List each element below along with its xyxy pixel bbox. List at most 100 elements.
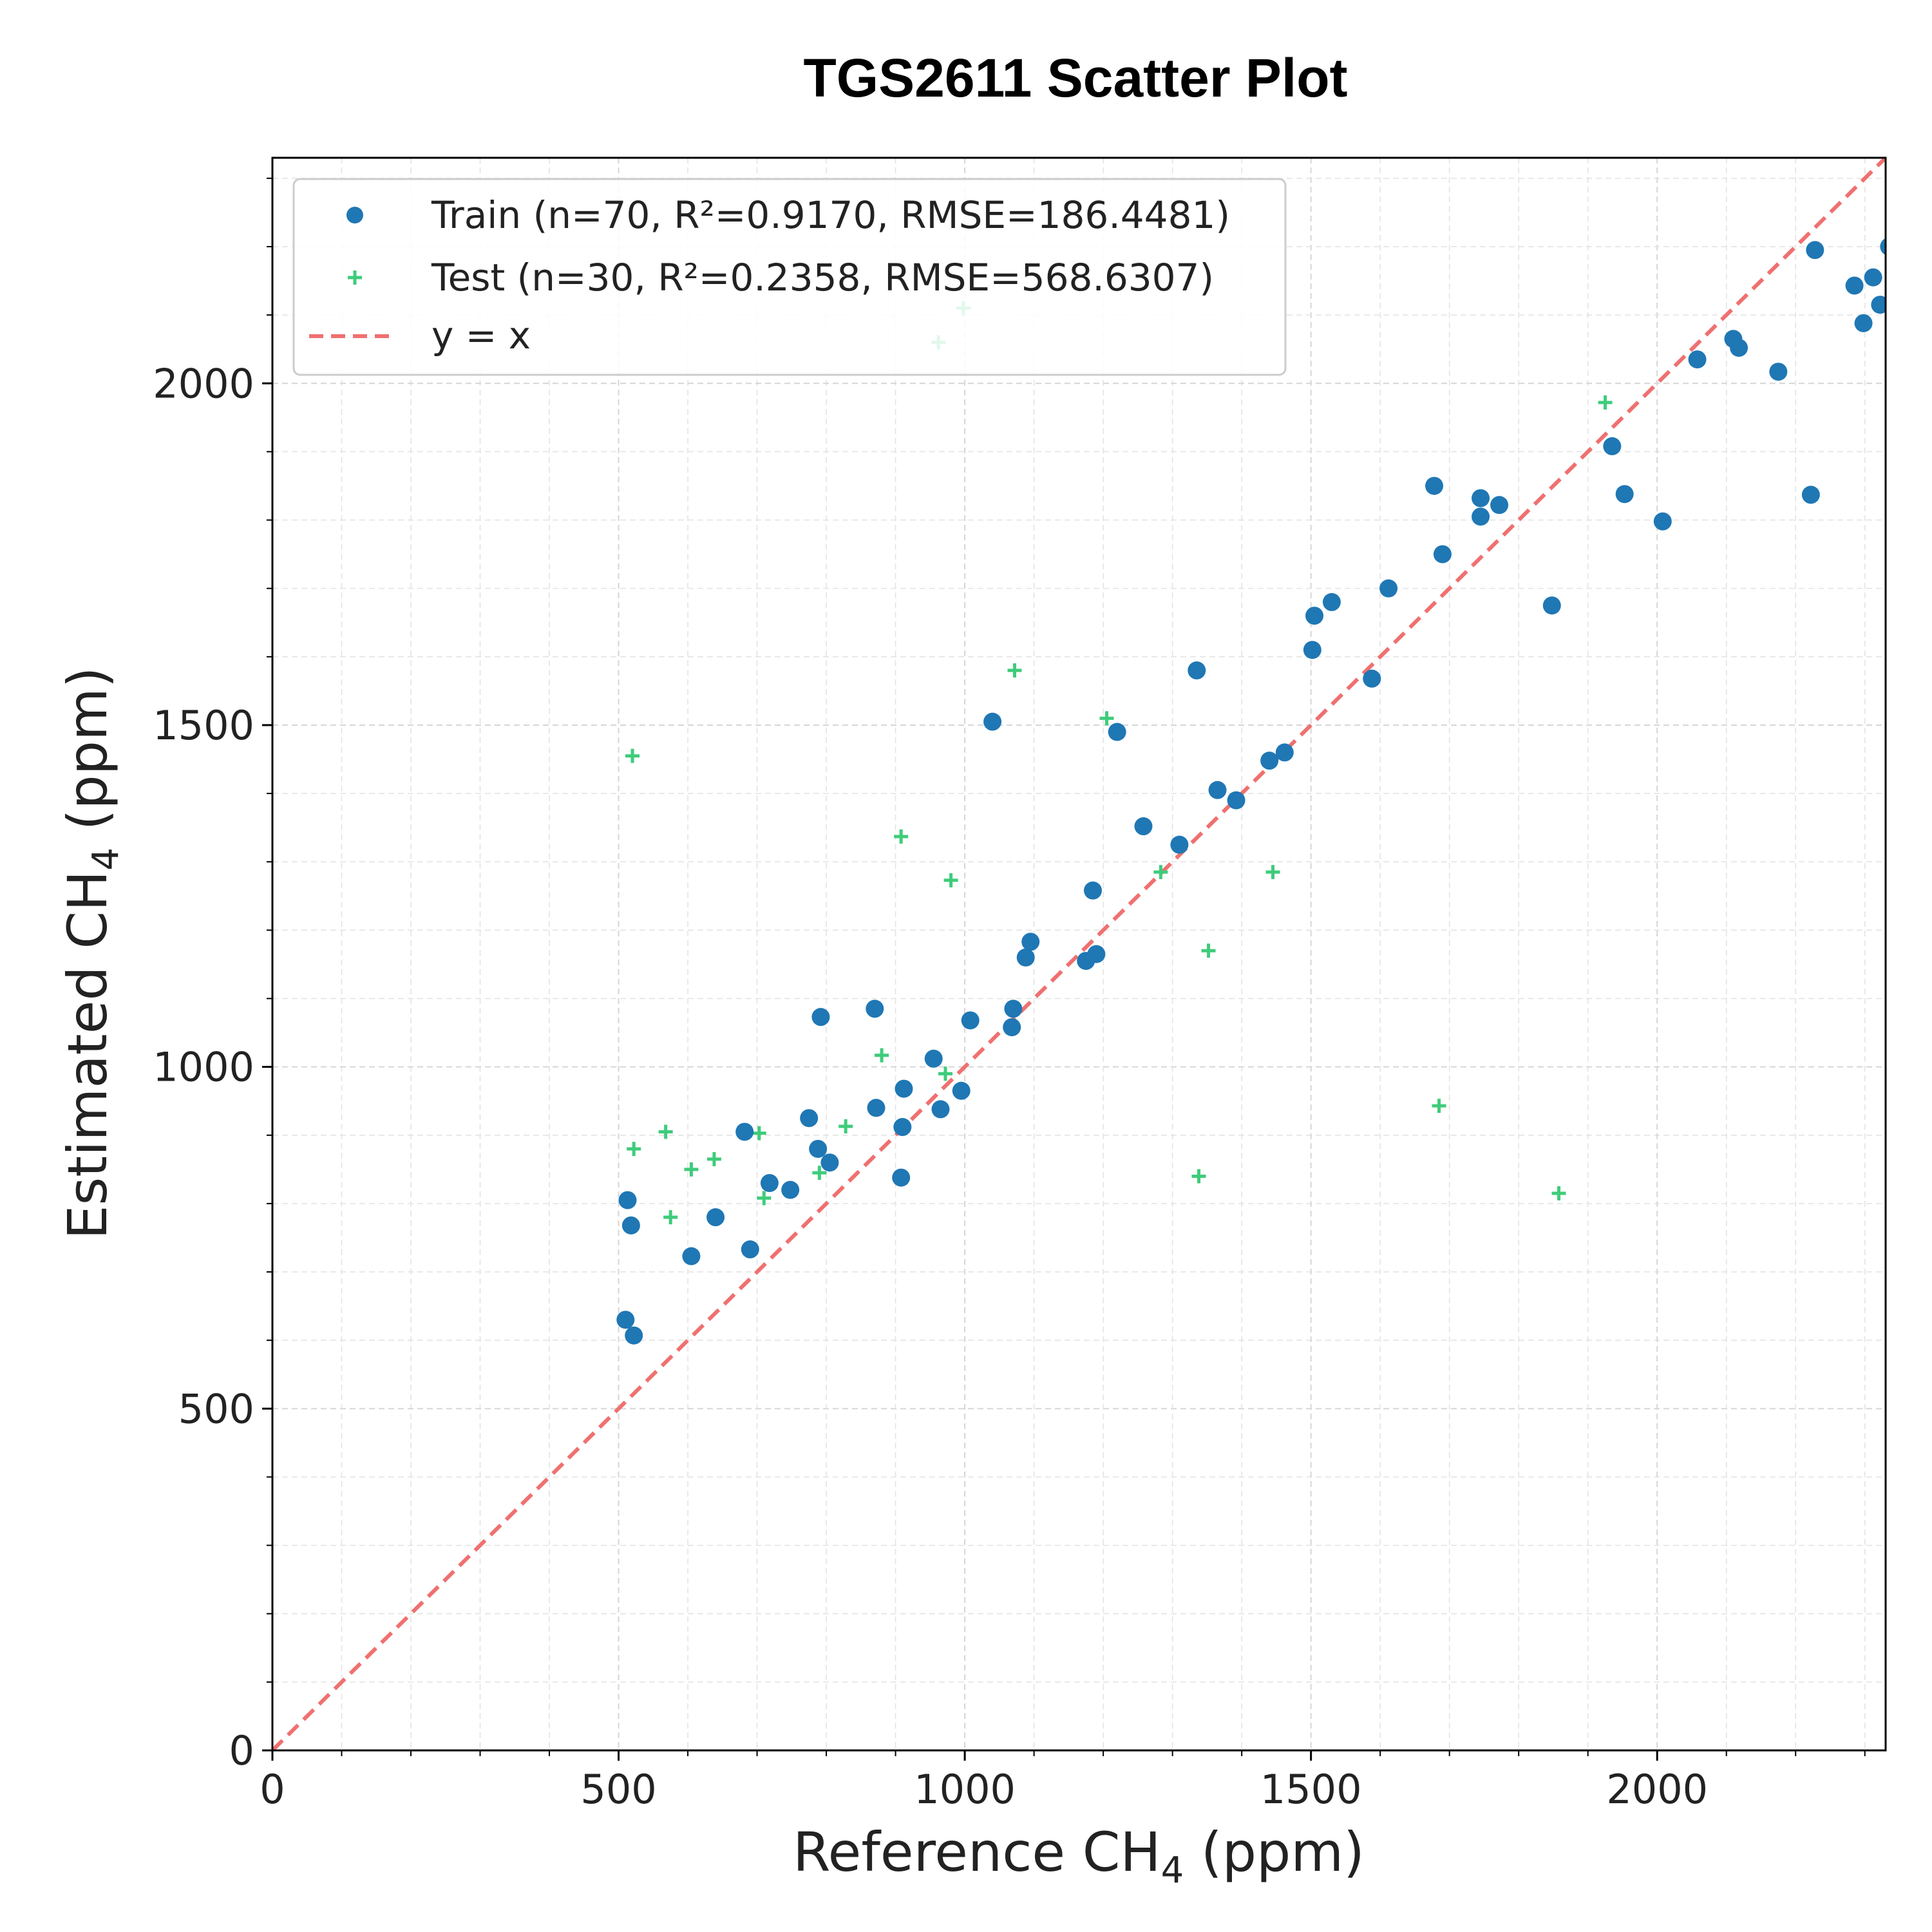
train-point (1134, 817, 1153, 836)
y-tick-label: 0 (229, 1727, 254, 1774)
train-point (1108, 723, 1126, 741)
train-point (1087, 945, 1106, 963)
train-point (809, 1139, 828, 1158)
train-point (616, 1311, 635, 1329)
x-axis-label: Reference CH4 (ppm) (793, 1821, 1365, 1891)
test-point (943, 873, 958, 887)
train-point (1021, 933, 1040, 951)
x-axis-label-main: Reference CH (793, 1821, 1161, 1884)
train-point (1016, 948, 1035, 967)
train-point (1004, 999, 1023, 1018)
legend-test-marker (348, 270, 362, 285)
x-tick-label: 1000 (914, 1766, 1016, 1813)
train-point (867, 1099, 886, 1117)
train-point (961, 1011, 980, 1030)
train-point (820, 1153, 839, 1172)
reference-line (272, 158, 1886, 1750)
test-point (684, 1162, 699, 1177)
test-point (706, 1151, 721, 1166)
train-point (866, 999, 884, 1018)
train-point (1433, 545, 1452, 564)
train-point (1730, 339, 1748, 357)
y-tick-label: 500 (178, 1385, 254, 1432)
x-tick-label: 2000 (1606, 1766, 1708, 1813)
train-point (895, 1079, 913, 1098)
train-point (1003, 1018, 1021, 1037)
test-point (1432, 1099, 1446, 1113)
train-point (924, 1049, 943, 1068)
train-point (1425, 477, 1444, 495)
train-point (1170, 835, 1189, 854)
y-tick-label: 2000 (153, 360, 254, 407)
y-axis-label-subscript: 4 (85, 848, 127, 871)
train-point (983, 712, 1002, 731)
train-point (1871, 296, 1886, 314)
train-point (1864, 268, 1882, 287)
test-point (1265, 865, 1280, 880)
test-point (812, 1166, 827, 1180)
test-point (1153, 865, 1168, 880)
train-point (735, 1122, 754, 1141)
train-point (1472, 507, 1490, 526)
test-point (1099, 711, 1114, 726)
test-point (627, 1141, 641, 1156)
axis-ticks: 0 500 1000 1500 2000 0 500 1000 1500 2000 (153, 177, 1866, 1813)
train-point (931, 1100, 950, 1119)
legend-reference-label: y = x (431, 314, 531, 357)
test-point (1007, 663, 1022, 678)
train-point (1084, 881, 1103, 900)
train-point (1227, 791, 1245, 810)
test-point (938, 1066, 953, 1081)
test-point (658, 1124, 673, 1139)
legend-test-label: Test (n=30, R²=0.2358, RMSE=568.6307) (431, 256, 1214, 299)
train-point (618, 1191, 637, 1209)
train-point (1363, 669, 1381, 688)
test-point (1551, 1186, 1566, 1200)
test-point (1191, 1169, 1206, 1184)
train-point (682, 1247, 701, 1265)
y-axis-label-unit: (ppm) (56, 667, 119, 848)
train-point (1490, 496, 1509, 515)
train-point (1806, 241, 1824, 260)
train-point (625, 1326, 643, 1345)
train-point (811, 1008, 830, 1027)
train-point (1801, 486, 1820, 504)
grid-lines (272, 158, 1886, 1750)
train-point (706, 1208, 725, 1227)
train-point (800, 1109, 819, 1128)
train-point (1769, 363, 1788, 381)
y-tick-label: 1000 (153, 1044, 254, 1091)
train-point (1208, 781, 1227, 799)
train-point (1305, 607, 1324, 625)
train-point (1275, 743, 1294, 762)
x-tick-label: 0 (260, 1766, 285, 1813)
train-point (1188, 661, 1206, 680)
x-axis-label-subscript: 4 (1161, 1850, 1184, 1891)
train-point (1379, 579, 1398, 598)
test-point (625, 748, 640, 763)
test-point (757, 1191, 772, 1206)
train-point (1854, 314, 1873, 332)
test-point (1598, 395, 1613, 410)
train-point (1303, 641, 1321, 659)
test-point (875, 1048, 889, 1063)
train-point (1688, 350, 1707, 369)
train-point (1880, 238, 1886, 255)
train-point (1603, 437, 1622, 455)
chart-title: TGS2611 Scatter Plot (803, 48, 1347, 108)
test-point (894, 829, 909, 844)
test-point (1201, 943, 1216, 958)
train-point (1653, 512, 1672, 531)
train-point (1322, 592, 1341, 611)
y-tick-label: 1500 (153, 702, 254, 749)
train-point (893, 1118, 912, 1137)
train-point (892, 1168, 911, 1187)
data-layer (272, 158, 1886, 1750)
legend-train-label: Train (n=70, R²=0.9170, RMSE=186.4481) (431, 193, 1230, 237)
test-point (838, 1119, 853, 1133)
x-tick-label: 500 (580, 1766, 656, 1813)
x-axis-label-unit: (ppm) (1184, 1821, 1365, 1884)
train-point (621, 1216, 640, 1235)
train-point (760, 1174, 779, 1193)
